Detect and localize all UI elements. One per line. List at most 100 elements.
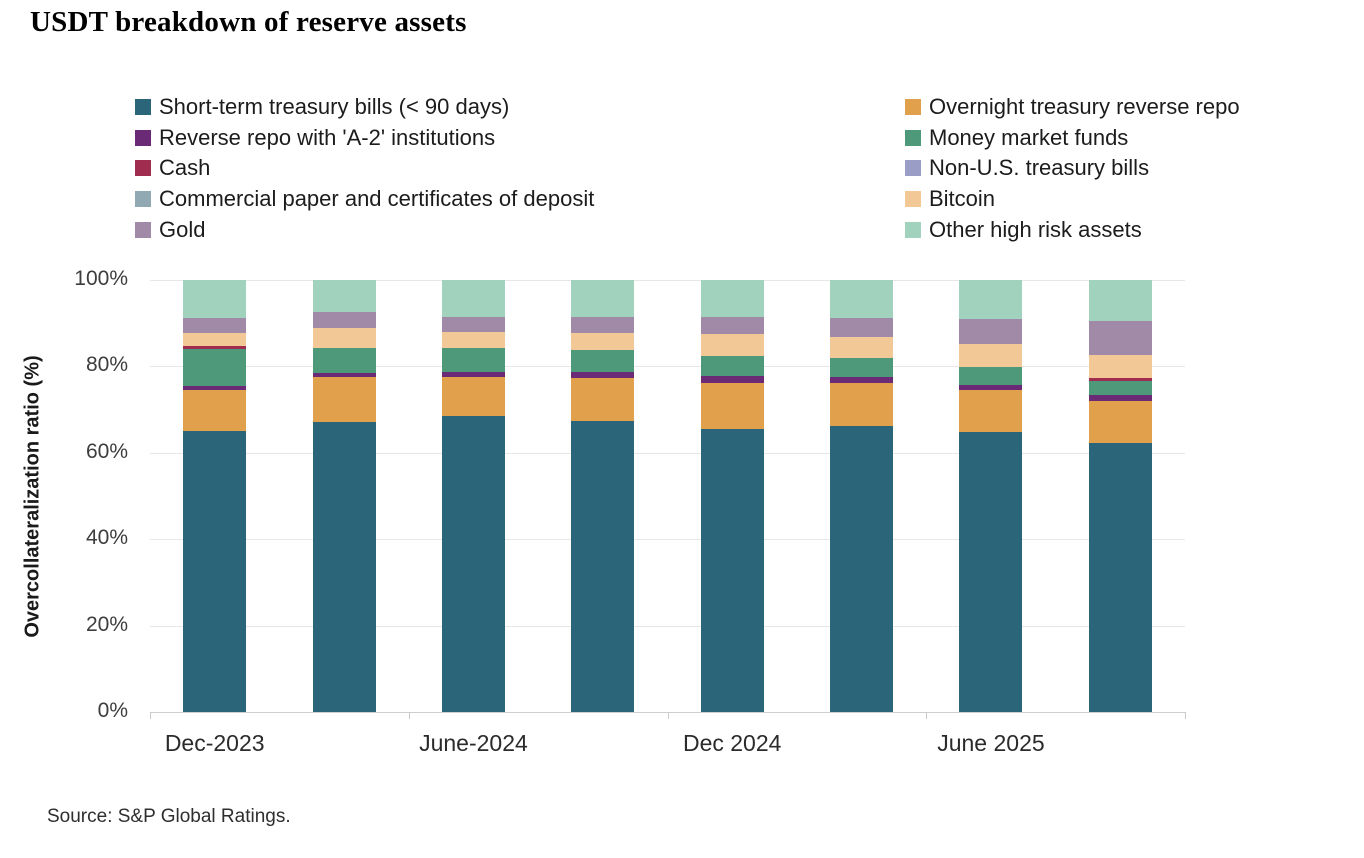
bar-segment	[959, 366, 1023, 385]
legend-label: Other high risk assets	[929, 216, 1142, 242]
legend-swatch-icon	[135, 221, 151, 238]
bar-segment	[1088, 355, 1152, 379]
stacked-bar	[700, 280, 764, 712]
bar-segment	[700, 316, 764, 335]
bar-segment	[830, 376, 894, 384]
bar-segment	[830, 336, 894, 359]
bar-segment	[183, 280, 247, 318]
bar-segment	[959, 390, 1023, 432]
bar-segment	[700, 429, 764, 712]
stacked-bar	[441, 280, 505, 712]
bar-segment	[312, 327, 376, 349]
bar-segment	[571, 349, 635, 372]
x-axis-tick-mark	[926, 712, 928, 719]
bar-segment	[1088, 378, 1152, 381]
plot-area	[150, 280, 1186, 719]
bar-segment	[830, 425, 894, 712]
bar-segment	[441, 376, 505, 417]
bar-slot	[279, 280, 408, 712]
bar-segment	[183, 431, 247, 712]
bar-segment	[183, 390, 247, 432]
bar-segment	[700, 334, 764, 357]
legend-item: Overnight treasury reverse repo	[905, 92, 1240, 123]
x-axis-label: Dec-2023	[164, 730, 265, 756]
legend-swatch-icon	[135, 99, 151, 116]
legend-label: Money market funds	[929, 124, 1129, 150]
bar-segment	[571, 421, 635, 712]
bar-segment	[441, 280, 505, 317]
bar-segment	[830, 280, 894, 318]
bar-segment	[1088, 394, 1152, 401]
bar-segment	[1088, 400, 1152, 443]
y-axis-tick-label: 80%	[85, 353, 128, 377]
bar-segment	[441, 348, 505, 373]
legend-label: Short-term treasury bills (< 90 days)	[159, 94, 510, 120]
legend-swatch-icon	[905, 99, 921, 116]
source-note: Source: S&P Global Ratings.	[47, 806, 291, 827]
legend-swatch-icon	[905, 191, 921, 208]
legend-right-column: Overnight treasury reverse repo Money mar…	[905, 92, 1240, 245]
bar-segment	[959, 343, 1023, 367]
bar-segment	[1088, 442, 1152, 712]
y-axis-tick-label: 0%	[97, 699, 128, 722]
bar-slot	[409, 280, 538, 712]
chart-title: USDT breakdown of reserve assets	[30, 6, 467, 38]
legend-label: Overnight treasury reverse repo	[929, 94, 1240, 120]
bar-segment	[312, 373, 376, 378]
bar-segment	[959, 280, 1023, 320]
x-axis-tick-mark	[408, 712, 410, 719]
stacked-bar	[830, 280, 894, 712]
legend-label: Cash	[159, 155, 211, 181]
bar-slot	[797, 280, 926, 712]
bar-segment	[700, 356, 764, 376]
bar-segment	[441, 331, 505, 349]
bar-segment	[830, 383, 894, 426]
gridline	[150, 625, 1185, 627]
legend-item: Commercial paper and certificates of dep…	[135, 184, 594, 215]
gridline	[150, 452, 1185, 454]
bar-segment	[830, 317, 894, 337]
bar-segment	[1088, 380, 1152, 395]
bar-segment	[312, 421, 376, 712]
bar-slot	[538, 280, 667, 712]
bar-segment	[312, 280, 376, 312]
bar-segment	[700, 280, 764, 317]
bar-segment	[183, 317, 247, 334]
bar-slot	[926, 280, 1055, 712]
bar-segment	[312, 377, 376, 422]
bar-segment	[700, 383, 764, 429]
legend-swatch-icon	[905, 129, 921, 146]
bar-segment	[571, 316, 635, 334]
bar-segment	[312, 311, 376, 328]
bar-segment	[571, 333, 635, 350]
bar-slot	[668, 280, 797, 712]
legend-label: Non-U.S. treasury bills	[929, 155, 1150, 181]
legend-swatch-icon	[905, 160, 921, 177]
bar-slot	[150, 280, 279, 712]
legend-swatch-icon	[135, 160, 151, 177]
bar-segment	[959, 431, 1023, 712]
bar-segment	[700, 375, 764, 384]
bar-segment	[183, 349, 247, 386]
stacked-bar	[183, 280, 247, 712]
y-axis-title: Overcollateralization ratio (%)	[21, 355, 44, 638]
bar-segment	[441, 372, 505, 377]
legend-swatch-icon	[135, 129, 151, 146]
legend-item: Short-term treasury bills (< 90 days)	[135, 92, 594, 123]
stacked-bar	[312, 280, 376, 712]
x-axis-tick-mark	[667, 712, 669, 719]
legend-item: Gold	[135, 214, 594, 245]
gridline	[150, 366, 1185, 368]
legend-swatch-icon	[905, 221, 921, 238]
bar-segment	[959, 319, 1023, 344]
bar-series	[150, 280, 1185, 712]
y-axis-tick-label: 40%	[85, 526, 128, 550]
legend-label: Reverse repo with 'A-2' institutions	[159, 124, 496, 150]
bar-segment	[183, 385, 247, 391]
legend-swatch-icon	[135, 191, 151, 208]
bar-segment	[571, 280, 635, 317]
x-axis-tick-mark	[1185, 712, 1186, 719]
x-axis-label: Dec 2024	[682, 730, 782, 756]
bar-segment	[571, 371, 635, 379]
